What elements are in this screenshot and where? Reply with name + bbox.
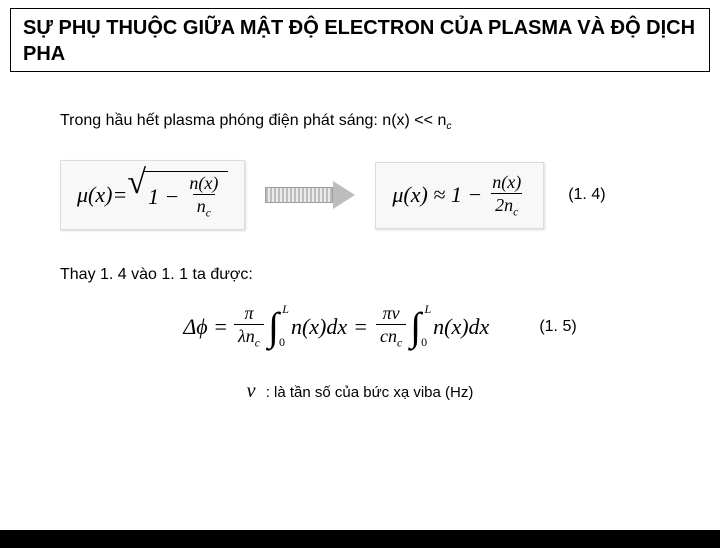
footnote: ν : là tần số của bức xạ viba (Hz)	[0, 380, 720, 403]
integral-right-icon: ∫ L 0	[410, 311, 421, 343]
eq3-right-den-sub: c	[397, 337, 402, 350]
title-text: SỰ PHỤ THUỘC GIỮA MẬT ĐỘ ELECTRON CỦA PL…	[23, 15, 697, 67]
eq1-frac: n(x) nc	[185, 174, 222, 219]
footnote-text: : là tần số của bức xạ viba (Hz)	[266, 384, 474, 401]
arrow	[265, 181, 355, 209]
arrow-shape	[265, 181, 355, 209]
equation-box-right: μ(x) ≈ 1 − n(x) 2nc	[375, 162, 544, 229]
int-top-2: L	[424, 305, 431, 315]
eq1-lhs: μ(x)=	[77, 182, 127, 208]
eq3-right-frac: πν cnc	[376, 304, 406, 349]
eq2-lhs: μ(x) ≈ 1 −	[392, 182, 482, 208]
integral-left-icon: ∫ L 0	[268, 311, 279, 343]
eq3-left-den-sub: c	[255, 337, 260, 350]
eq3-left-frac: π λnc	[234, 304, 264, 349]
eq3-left-den-l: λn	[238, 326, 255, 346]
eq3-lhs: Δϕ =	[183, 314, 228, 340]
eq2-den-pre: 2n	[495, 195, 513, 215]
eq1-den-sub: c	[206, 207, 211, 220]
eq2-num: n(x)	[488, 173, 525, 193]
para1-sub: c	[446, 121, 451, 132]
equation-row-1: μ(x)= √ 1 − n(x) nc μ(	[0, 160, 720, 230]
eq1-one: 1 −	[148, 184, 179, 210]
eq3-left-den: λnc	[234, 324, 264, 349]
eq1-num: n(x)	[185, 174, 222, 194]
sqrt-inner: 1 − n(x) nc	[144, 171, 228, 219]
eq3-right-den-l: cn	[380, 326, 397, 346]
int-bot-2: 0	[421, 338, 427, 348]
eq3-mid: =	[353, 314, 368, 340]
eq1-den-n: n	[197, 196, 206, 216]
arrow-head-icon	[333, 181, 355, 209]
eq3-integrand-1: n(x)dx	[291, 314, 347, 340]
sqrt: √ 1 − n(x) nc	[127, 171, 228, 219]
eq-label-15: (1. 5)	[539, 318, 576, 336]
paragraph-2: Thay 1. 4 vào 1. 1 ta được:	[60, 266, 720, 284]
eq2-den-sub: c	[513, 205, 518, 218]
eq3-right-den: cnc	[376, 324, 406, 349]
eq2-frac: n(x) 2nc	[488, 173, 525, 218]
arrow-body	[265, 187, 333, 203]
int-top-1: L	[282, 305, 289, 315]
int-bot-1: 0	[279, 338, 285, 348]
eq3-content: Δϕ = π λnc ∫ L 0 n(x)dx = πν cnc ∫ L 0 n…	[183, 304, 489, 349]
equation-box-left: μ(x)= √ 1 − n(x) nc	[60, 160, 245, 230]
title-box: SỰ PHỤ THUỘC GIỮA MẬT ĐỘ ELECTRON CỦA PL…	[10, 8, 710, 72]
nu-symbol: ν	[247, 380, 256, 402]
paragraph-1: Trong hầu hết plasma phóng điện phát sán…	[60, 112, 720, 132]
eq2-content: μ(x) ≈ 1 − n(x) 2nc	[392, 173, 527, 218]
eq1-den: nc	[193, 194, 215, 219]
eq1-content: μ(x)= √ 1 − n(x) nc	[77, 171, 228, 219]
para1-text: Trong hầu hết plasma phóng điện phát sán…	[60, 112, 446, 129]
eq3-integrand-2: n(x)dx	[433, 314, 489, 340]
footer-bar	[0, 530, 720, 548]
equation-row-2: Δϕ = π λnc ∫ L 0 n(x)dx = πν cnc ∫ L 0 n…	[0, 304, 720, 349]
eq-label-14: (1. 4)	[568, 186, 605, 204]
eq3-right-num: πν	[379, 304, 404, 324]
eq3-left-num: π	[240, 304, 257, 324]
eq2-den: 2nc	[491, 193, 522, 218]
